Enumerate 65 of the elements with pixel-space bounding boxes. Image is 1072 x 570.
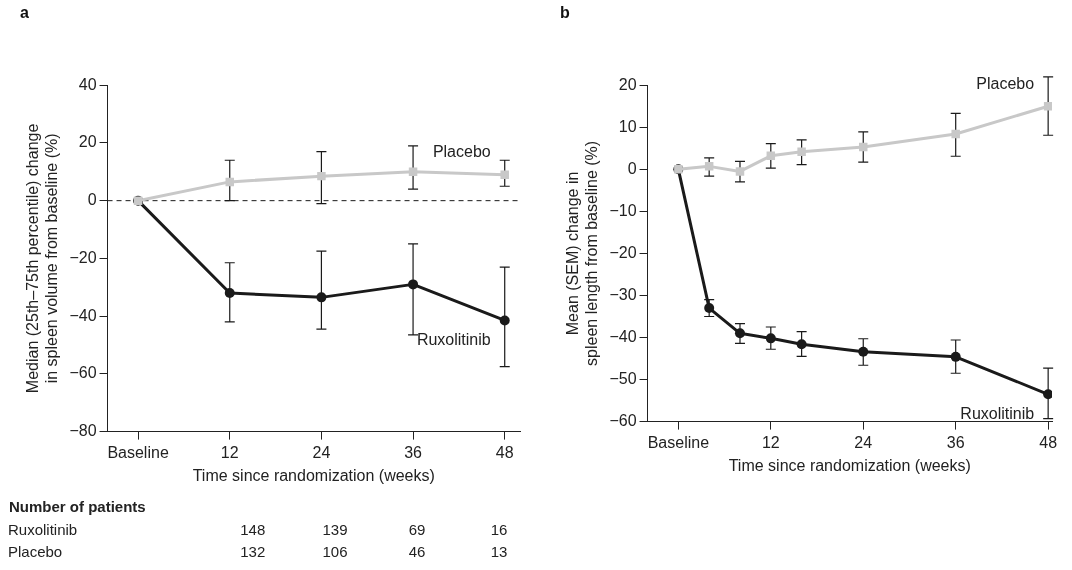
point [499, 315, 510, 326]
y-tick-label: 20 [618, 75, 637, 93]
x-tick-label: 48 [1039, 433, 1058, 451]
point [797, 147, 806, 156]
text: 148 [239, 519, 267, 540]
x-tick-label: 24 [854, 433, 873, 451]
y-tick-label: 10 [618, 117, 637, 135]
y-tick-label: −20 [69, 248, 97, 266]
y-axis-title: Median (25th–75th percentile) change in spleen volume from baseline (%) [24, 123, 61, 394]
point [1043, 389, 1052, 400]
text: 132 [239, 541, 267, 562]
text: 139 [321, 519, 349, 540]
y-tick-label: −80 [69, 422, 97, 440]
x-tick-label: 12 [220, 443, 239, 461]
point [858, 346, 869, 357]
point [316, 292, 327, 303]
y-tick-label: −40 [609, 327, 637, 345]
x-tick-label: Baseline [647, 433, 710, 451]
y-tick-label: −20 [609, 243, 637, 261]
y-tick-label: −50 [609, 369, 637, 387]
x-tick-label: 12 [761, 433, 780, 451]
text: 69 [407, 519, 427, 540]
text: Number of patients [8, 496, 147, 517]
point [408, 279, 419, 290]
text: Ruxolitinib [8, 519, 79, 540]
point [704, 303, 715, 314]
text: Placebo [8, 541, 64, 562]
x-tick-label: Baseline [107, 443, 169, 461]
y-tick-label: −40 [69, 306, 97, 324]
series-label: Ruxolitinib [960, 404, 1035, 422]
point [796, 339, 807, 350]
text: 13 [489, 541, 509, 562]
y-tick-label: 0 [627, 159, 637, 177]
point [951, 129, 960, 139]
series-label: Placebo [432, 143, 491, 161]
y-tick-label: −60 [69, 364, 97, 382]
point [500, 170, 509, 179]
point [734, 328, 745, 339]
y-axis-title: Mean (SEM) change in spleen length from baseline (%) [564, 140, 601, 366]
chart-title: a [20, 4, 29, 22]
x-tick-label: 36 [946, 433, 965, 451]
text: 46 [407, 541, 427, 562]
y-tick-label: −10 [609, 201, 637, 219]
x-tick-label: 48 [495, 443, 514, 461]
x-axis-title: Time since randomization (weeks) [728, 456, 971, 474]
point [735, 167, 745, 176]
y-tick-label: −60 [609, 412, 637, 430]
chart-title: b [560, 4, 570, 22]
point [224, 288, 235, 299]
point [1043, 101, 1052, 111]
point [950, 351, 961, 362]
point [317, 171, 326, 181]
y-tick-label: 40 [78, 75, 97, 93]
point [704, 162, 714, 171]
text: 106 [321, 541, 349, 562]
x-tick-label: 36 [404, 443, 423, 461]
y-tick-label: 20 [78, 133, 97, 151]
series-label: Ruxolitinib [416, 330, 491, 348]
y-tick-label: 0 [87, 191, 97, 209]
text: 16 [489, 519, 509, 540]
series-label: Placebo [976, 74, 1035, 92]
point [765, 333, 776, 344]
x-axis-title: Time since randomization (weeks) [192, 466, 435, 484]
y-tick-label: −30 [609, 285, 637, 303]
x-tick-label: 24 [312, 443, 331, 461]
